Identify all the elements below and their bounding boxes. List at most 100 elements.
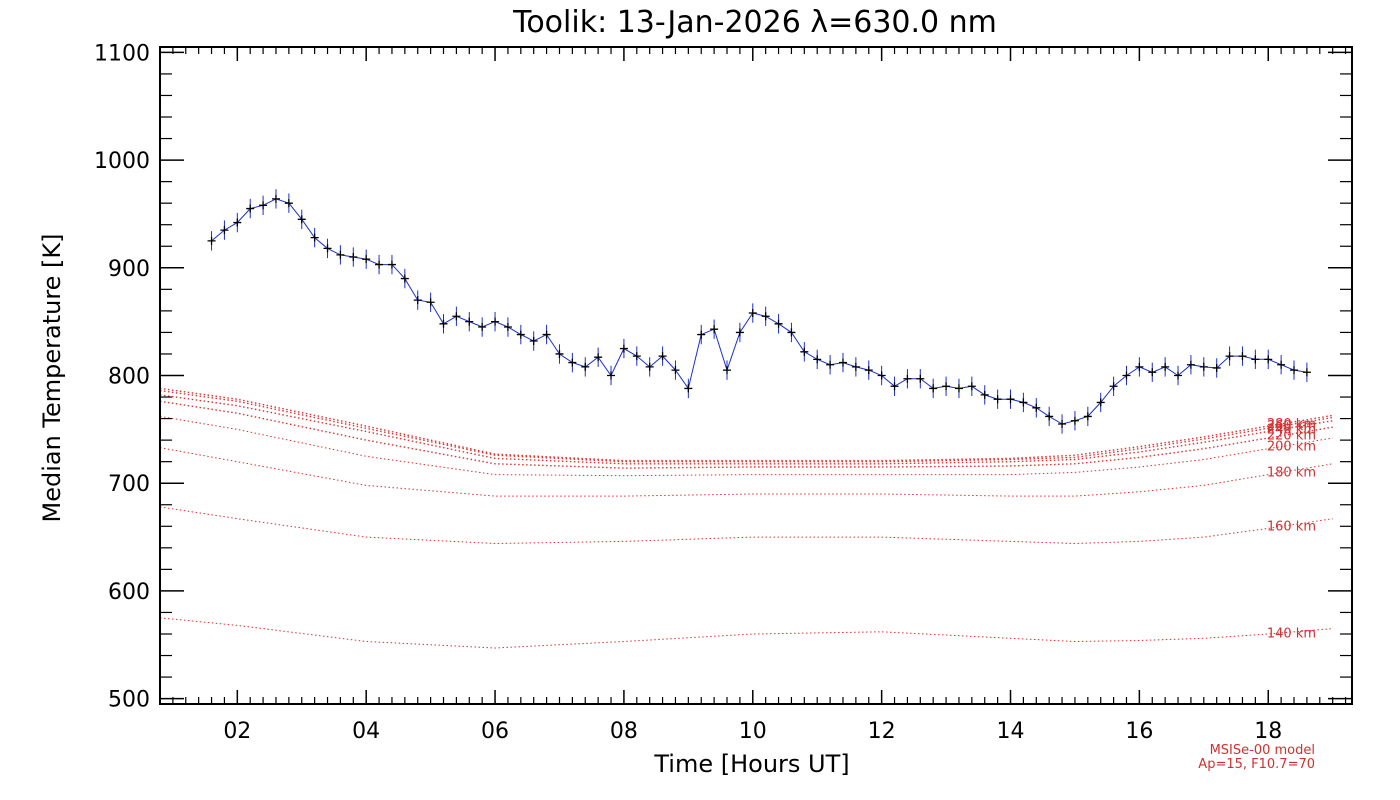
data-point [838,358,847,367]
data-point [1109,382,1118,391]
data-point [284,199,293,208]
model-params: Ap=15, F10.7=70 [1198,757,1315,772]
axis-ticks [160,47,1352,704]
data-point [542,330,551,339]
model-label: 280 km [1267,417,1316,432]
data-point [594,353,603,362]
y-tick-label: 500 [108,688,150,713]
measured-series [207,189,1311,434]
data-point [671,366,680,375]
plot-frame [159,46,1353,705]
data-point [800,347,809,356]
data-point [645,362,654,371]
x-tick-label: 16 [1125,719,1153,744]
x-tick-label: 06 [481,719,509,744]
x-tick-label: 18 [1254,719,1282,744]
data-point [710,325,719,334]
data-point [1032,403,1041,412]
data-point [439,319,448,328]
data-point [1199,362,1208,371]
data-point [516,330,525,339]
y-tick-label: 1100 [94,41,150,66]
axis-tick-labels: 02 04 06 08 10 12 14 16 18 500 600 700 800 900 1000 110… [94,41,1282,744]
model-label: 160 km [1267,520,1316,535]
data-point [336,250,345,259]
data-point [1302,368,1311,377]
model-label: 260 km [1267,419,1316,434]
data-point [310,233,319,242]
data-point [1212,363,1221,372]
model-name: MSISe-00 model [1210,743,1315,758]
data-point [1186,360,1195,369]
data-point [452,312,461,321]
data-point [387,260,396,269]
data-point [774,319,783,328]
data-point [581,362,590,371]
data-point [851,362,860,371]
data-point [375,260,384,269]
model-line-140-km [159,617,1333,649]
data-point [1225,352,1234,361]
data-point [1277,360,1286,369]
y-tick-label: 600 [108,580,150,605]
model-line-260-km [159,389,1333,463]
data-point [980,390,989,399]
data-point [684,384,693,393]
data-point [607,371,616,380]
model-line-240-km [159,394,1333,465]
data-point [1006,395,1015,404]
model-label: 180 km [1267,465,1316,480]
y-tick-label: 800 [108,365,150,390]
data-point [1083,412,1092,421]
data-point [568,358,577,367]
data-point [826,360,835,369]
x-tick-label: 08 [610,719,638,744]
data-point [658,352,667,361]
data-point [761,312,770,321]
chart-title: Toolik: 13-Jan-2026 λ=630.0 nm [512,5,997,40]
data-point [362,255,371,264]
data-point [864,366,873,375]
data-point [271,194,280,203]
x-tick-label: 14 [997,719,1025,744]
x-tick-label: 12 [868,719,896,744]
y-axis-label: Median Temperature [K] [38,233,66,522]
data-point [529,337,538,346]
data-point [929,384,938,393]
data-point [890,382,899,391]
data-point [787,328,796,337]
x-tick-label: 02 [223,719,251,744]
x-tick-label: 10 [739,719,767,744]
y-tick-label: 1000 [94,149,150,174]
data-point [1161,362,1170,371]
data-point [1238,352,1247,361]
data-point [1058,419,1067,428]
data-point [735,328,744,337]
data-point [1070,416,1079,425]
data-point [916,374,925,383]
data-point [942,382,951,391]
data-point [619,344,628,353]
data-point [1251,355,1260,364]
measured-line [211,198,1307,425]
data-point [1174,371,1183,380]
data-point [723,366,732,375]
data-point [1045,412,1054,421]
data-point [1019,398,1028,407]
data-point [903,374,912,383]
data-point [465,317,474,326]
data-point [1096,398,1105,407]
model-line-220-km [159,400,1333,469]
y-tick-label: 900 [108,257,150,282]
data-point [993,395,1002,404]
x-tick-label: 04 [352,719,380,744]
data-point [748,309,757,318]
model-label: 200 km [1267,440,1316,455]
data-point [349,253,358,262]
data-point [400,274,409,283]
y-tick-label: 700 [108,472,150,497]
data-point [1290,366,1299,375]
model-line-180-km [159,447,1333,497]
